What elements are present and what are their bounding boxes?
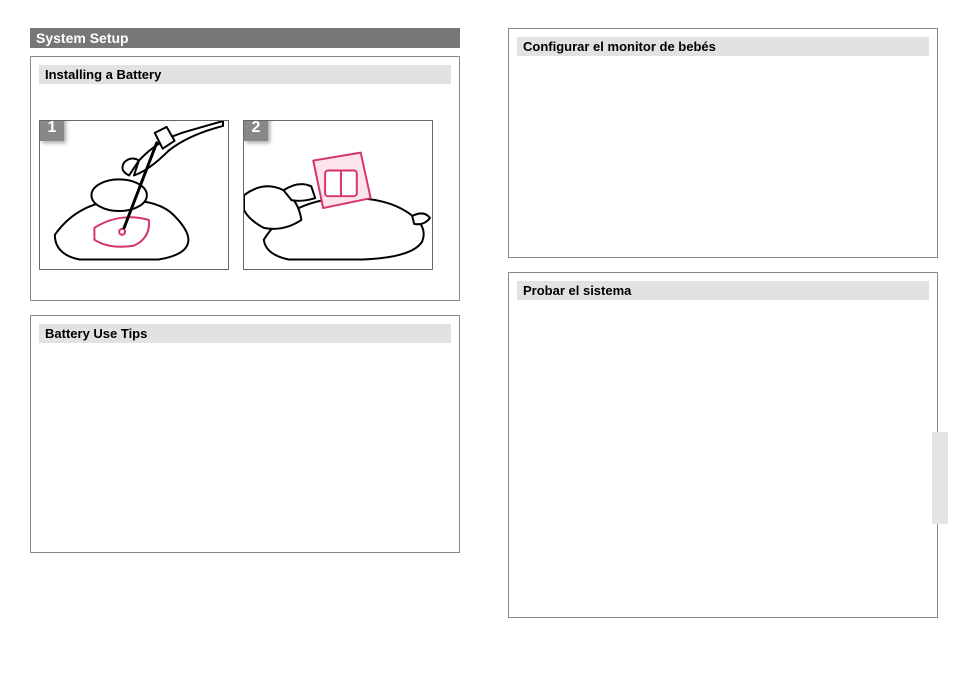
- page-right: Configurar el monitor de bebés Probar el…: [508, 28, 938, 632]
- figure-2-illustration: [244, 121, 432, 269]
- figure-1: 1: [39, 120, 229, 270]
- figure-row: 1: [39, 120, 451, 270]
- panel-installing-battery: Installing a Battery 1: [30, 56, 460, 301]
- subheading-installing-battery: Installing a Battery: [39, 65, 451, 84]
- figure-2-number: 2: [244, 120, 268, 141]
- subheading-probar: Probar el sistema: [517, 281, 929, 300]
- panel-battery-tips: Battery Use Tips: [30, 315, 460, 553]
- side-tab: [932, 432, 948, 524]
- figure-1-illustration: [40, 121, 228, 269]
- panel-probar: Probar el sistema: [508, 272, 938, 618]
- figure-2: 2: [243, 120, 433, 270]
- panel-configurar: Configurar el monitor de bebés: [508, 28, 938, 258]
- subheading-configurar: Configurar el monitor de bebés: [517, 37, 929, 56]
- page-left: System Setup Installing a Battery 1: [30, 28, 460, 567]
- subheading-battery-tips: Battery Use Tips: [39, 324, 451, 343]
- figure-1-number: 1: [40, 120, 64, 141]
- heading-system-setup: System Setup: [30, 28, 460, 48]
